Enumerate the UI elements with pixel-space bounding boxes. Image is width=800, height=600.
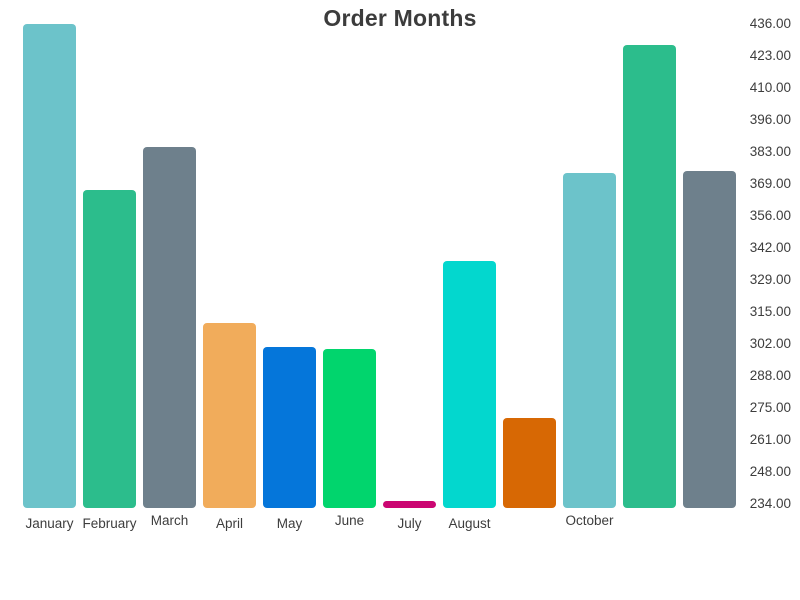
- bar-august[interactable]: [443, 261, 496, 508]
- y-axis-tick-label-329.00: 329.00: [749, 271, 791, 287]
- x-axis-label-may: May: [276, 516, 303, 531]
- bar-october[interactable]: [563, 173, 616, 508]
- y-axis-tick-label-288.00: 288.00: [749, 367, 791, 383]
- bar-march[interactable]: [143, 147, 196, 508]
- bar-month-9[interactable]: [503, 417, 556, 508]
- x-axis-label-july: July: [397, 516, 422, 531]
- y-axis-tick-label-315.00: 315.00: [749, 303, 791, 319]
- y-axis-tick-label-248.00: 248.00: [749, 463, 791, 479]
- y-axis-tick-label-261.00: 261.00: [749, 431, 791, 447]
- y-axis-tick-label-342.00: 342.00: [749, 239, 791, 255]
- x-axis-label-august: August: [448, 516, 491, 531]
- y-axis-tick-label-369.00: 369.00: [749, 175, 791, 191]
- x-axis-label-january: January: [25, 516, 74, 531]
- x-axis-label-february: February: [82, 516, 137, 531]
- y-axis-tick-label-383.00: 383.00: [749, 143, 791, 159]
- y-axis-tick-label-302.00: 302.00: [749, 335, 791, 351]
- x-axis-label-march: March: [150, 513, 189, 528]
- x-axis-label-april: April: [215, 516, 243, 531]
- y-axis-tick-label-423.00: 423.00: [749, 47, 791, 63]
- bar-january[interactable]: [23, 23, 76, 508]
- bar-month-12[interactable]: [683, 170, 736, 508]
- bar-april[interactable]: [203, 322, 256, 508]
- y-axis-tick-label-356.00: 356.00: [749, 207, 791, 223]
- y-axis-tick-label-275.00: 275.00: [749, 399, 791, 415]
- y-axis-tick-label-436.00: 436.00: [749, 16, 791, 32]
- chart-title: Order Months: [323, 5, 477, 31]
- y-axis-tick-label-396.00: 396.00: [749, 111, 791, 127]
- x-axis-label-october: October: [565, 513, 614, 528]
- x-axis-label-june: June: [334, 513, 365, 528]
- y-axis-tick-label-410.00: 410.00: [749, 79, 791, 95]
- y-axis-tick-label-234.00: 234.00: [749, 495, 791, 511]
- bar-june[interactable]: [323, 348, 376, 508]
- bar-february[interactable]: [83, 189, 136, 508]
- bar-month-11[interactable]: [623, 45, 676, 508]
- bar-july[interactable]: [383, 500, 436, 508]
- bar-may[interactable]: [263, 346, 316, 508]
